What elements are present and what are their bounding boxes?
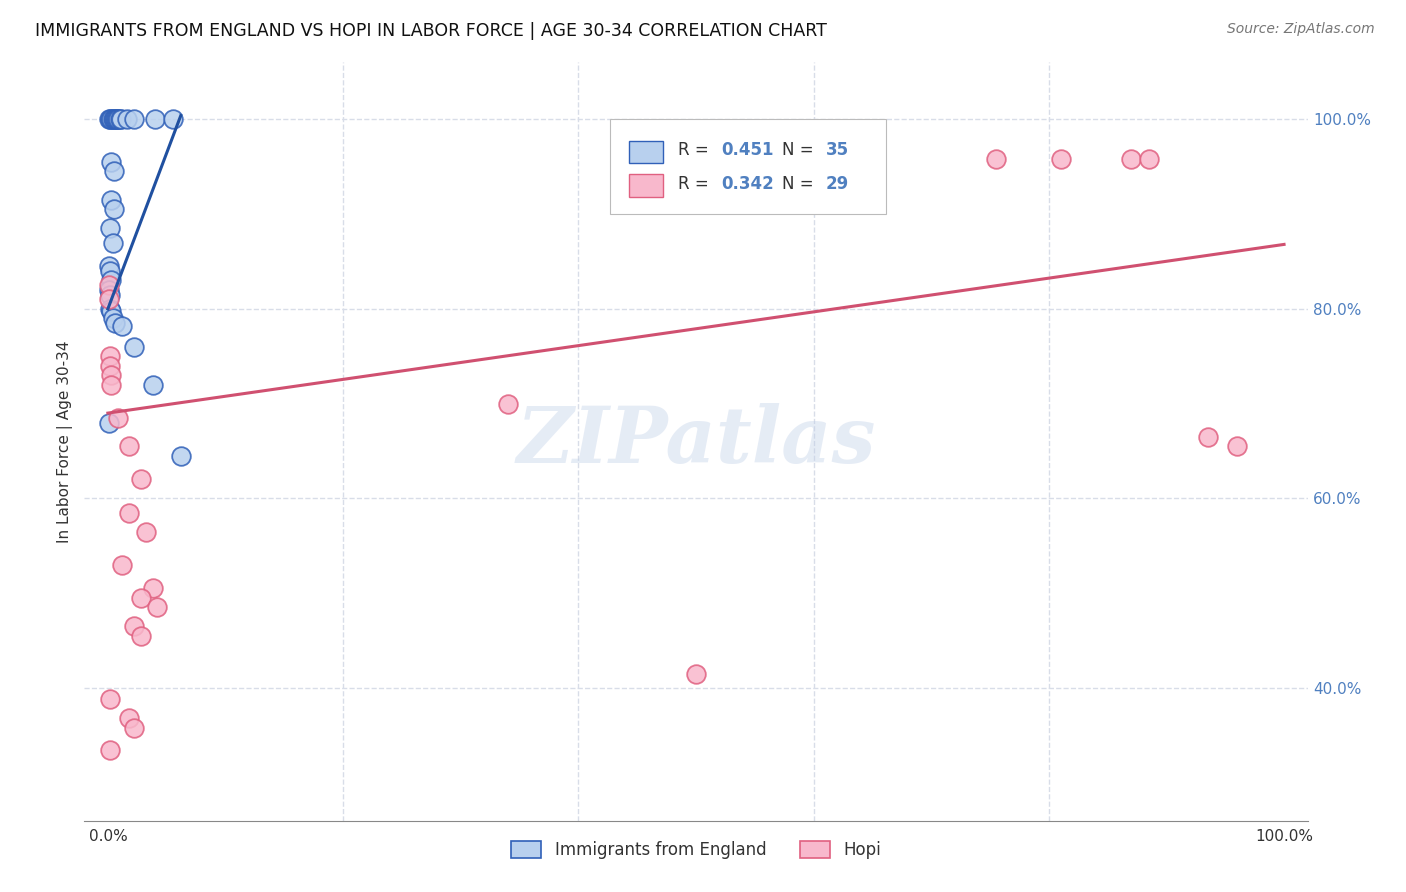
Point xyxy=(98,301,121,316)
FancyBboxPatch shape xyxy=(628,141,664,163)
Point xyxy=(103,112,125,127)
Point xyxy=(115,112,138,127)
Point xyxy=(111,318,134,333)
Point xyxy=(104,316,127,330)
Point xyxy=(122,721,145,735)
Point xyxy=(101,112,124,127)
Point xyxy=(100,377,122,392)
Point xyxy=(103,164,125,178)
Point xyxy=(100,273,122,287)
Point xyxy=(122,112,145,127)
Point xyxy=(118,439,141,453)
Point xyxy=(98,112,121,127)
Point xyxy=(101,235,124,250)
Point xyxy=(100,155,122,169)
Point xyxy=(100,112,122,127)
Text: 29: 29 xyxy=(825,175,849,193)
Point xyxy=(162,112,184,127)
Point xyxy=(107,112,129,127)
Point xyxy=(98,264,121,278)
Point xyxy=(98,349,121,363)
Text: 0.342: 0.342 xyxy=(721,175,775,193)
Y-axis label: In Labor Force | Age 30-34: In Labor Force | Age 30-34 xyxy=(58,340,73,543)
Point xyxy=(98,287,121,301)
Point xyxy=(104,112,127,127)
Point xyxy=(496,397,519,411)
Point xyxy=(143,112,166,127)
Point xyxy=(1226,439,1249,453)
Text: Source: ZipAtlas.com: Source: ZipAtlas.com xyxy=(1227,22,1375,37)
Point xyxy=(110,112,132,127)
Point xyxy=(101,311,124,326)
Point xyxy=(170,449,193,463)
Point xyxy=(98,293,121,307)
Text: N =: N = xyxy=(782,142,818,160)
Point xyxy=(98,278,121,293)
Point xyxy=(100,368,122,383)
Point xyxy=(98,742,121,756)
Point xyxy=(146,600,169,615)
Point xyxy=(98,283,121,297)
Point xyxy=(98,259,121,273)
Point xyxy=(98,221,121,235)
Point xyxy=(685,666,707,681)
Point xyxy=(135,524,157,539)
Point xyxy=(142,582,165,596)
Point xyxy=(984,152,1007,166)
Text: R =: R = xyxy=(678,175,714,193)
Text: R =: R = xyxy=(678,142,714,160)
Point xyxy=(98,112,121,127)
Point xyxy=(142,377,165,392)
Text: N =: N = xyxy=(782,175,818,193)
Point xyxy=(1049,152,1071,166)
Text: 0.451: 0.451 xyxy=(721,142,775,160)
Point xyxy=(122,340,145,354)
Text: IMMIGRANTS FROM ENGLAND VS HOPI IN LABOR FORCE | AGE 30-34 CORRELATION CHART: IMMIGRANTS FROM ENGLAND VS HOPI IN LABOR… xyxy=(35,22,827,40)
FancyBboxPatch shape xyxy=(610,120,886,214)
Point xyxy=(129,629,152,643)
Legend: Immigrants from England, Hopi: Immigrants from England, Hopi xyxy=(505,834,887,865)
Point xyxy=(103,202,125,217)
Text: ZIPatlas: ZIPatlas xyxy=(516,403,876,480)
Point xyxy=(108,112,131,127)
Point xyxy=(98,692,121,706)
Point xyxy=(1121,152,1143,166)
Point xyxy=(100,303,122,318)
Text: 35: 35 xyxy=(825,142,849,160)
Point xyxy=(105,112,128,127)
Point xyxy=(118,711,141,725)
Point xyxy=(129,591,152,605)
Point xyxy=(98,416,121,430)
Point xyxy=(107,410,129,425)
Point xyxy=(1137,152,1160,166)
Point xyxy=(118,506,141,520)
Point xyxy=(129,473,152,487)
Point xyxy=(122,619,145,633)
Point xyxy=(98,359,121,373)
Point xyxy=(100,193,122,207)
Point xyxy=(105,112,128,127)
FancyBboxPatch shape xyxy=(628,174,664,196)
Point xyxy=(1197,430,1219,444)
Point xyxy=(111,558,134,572)
